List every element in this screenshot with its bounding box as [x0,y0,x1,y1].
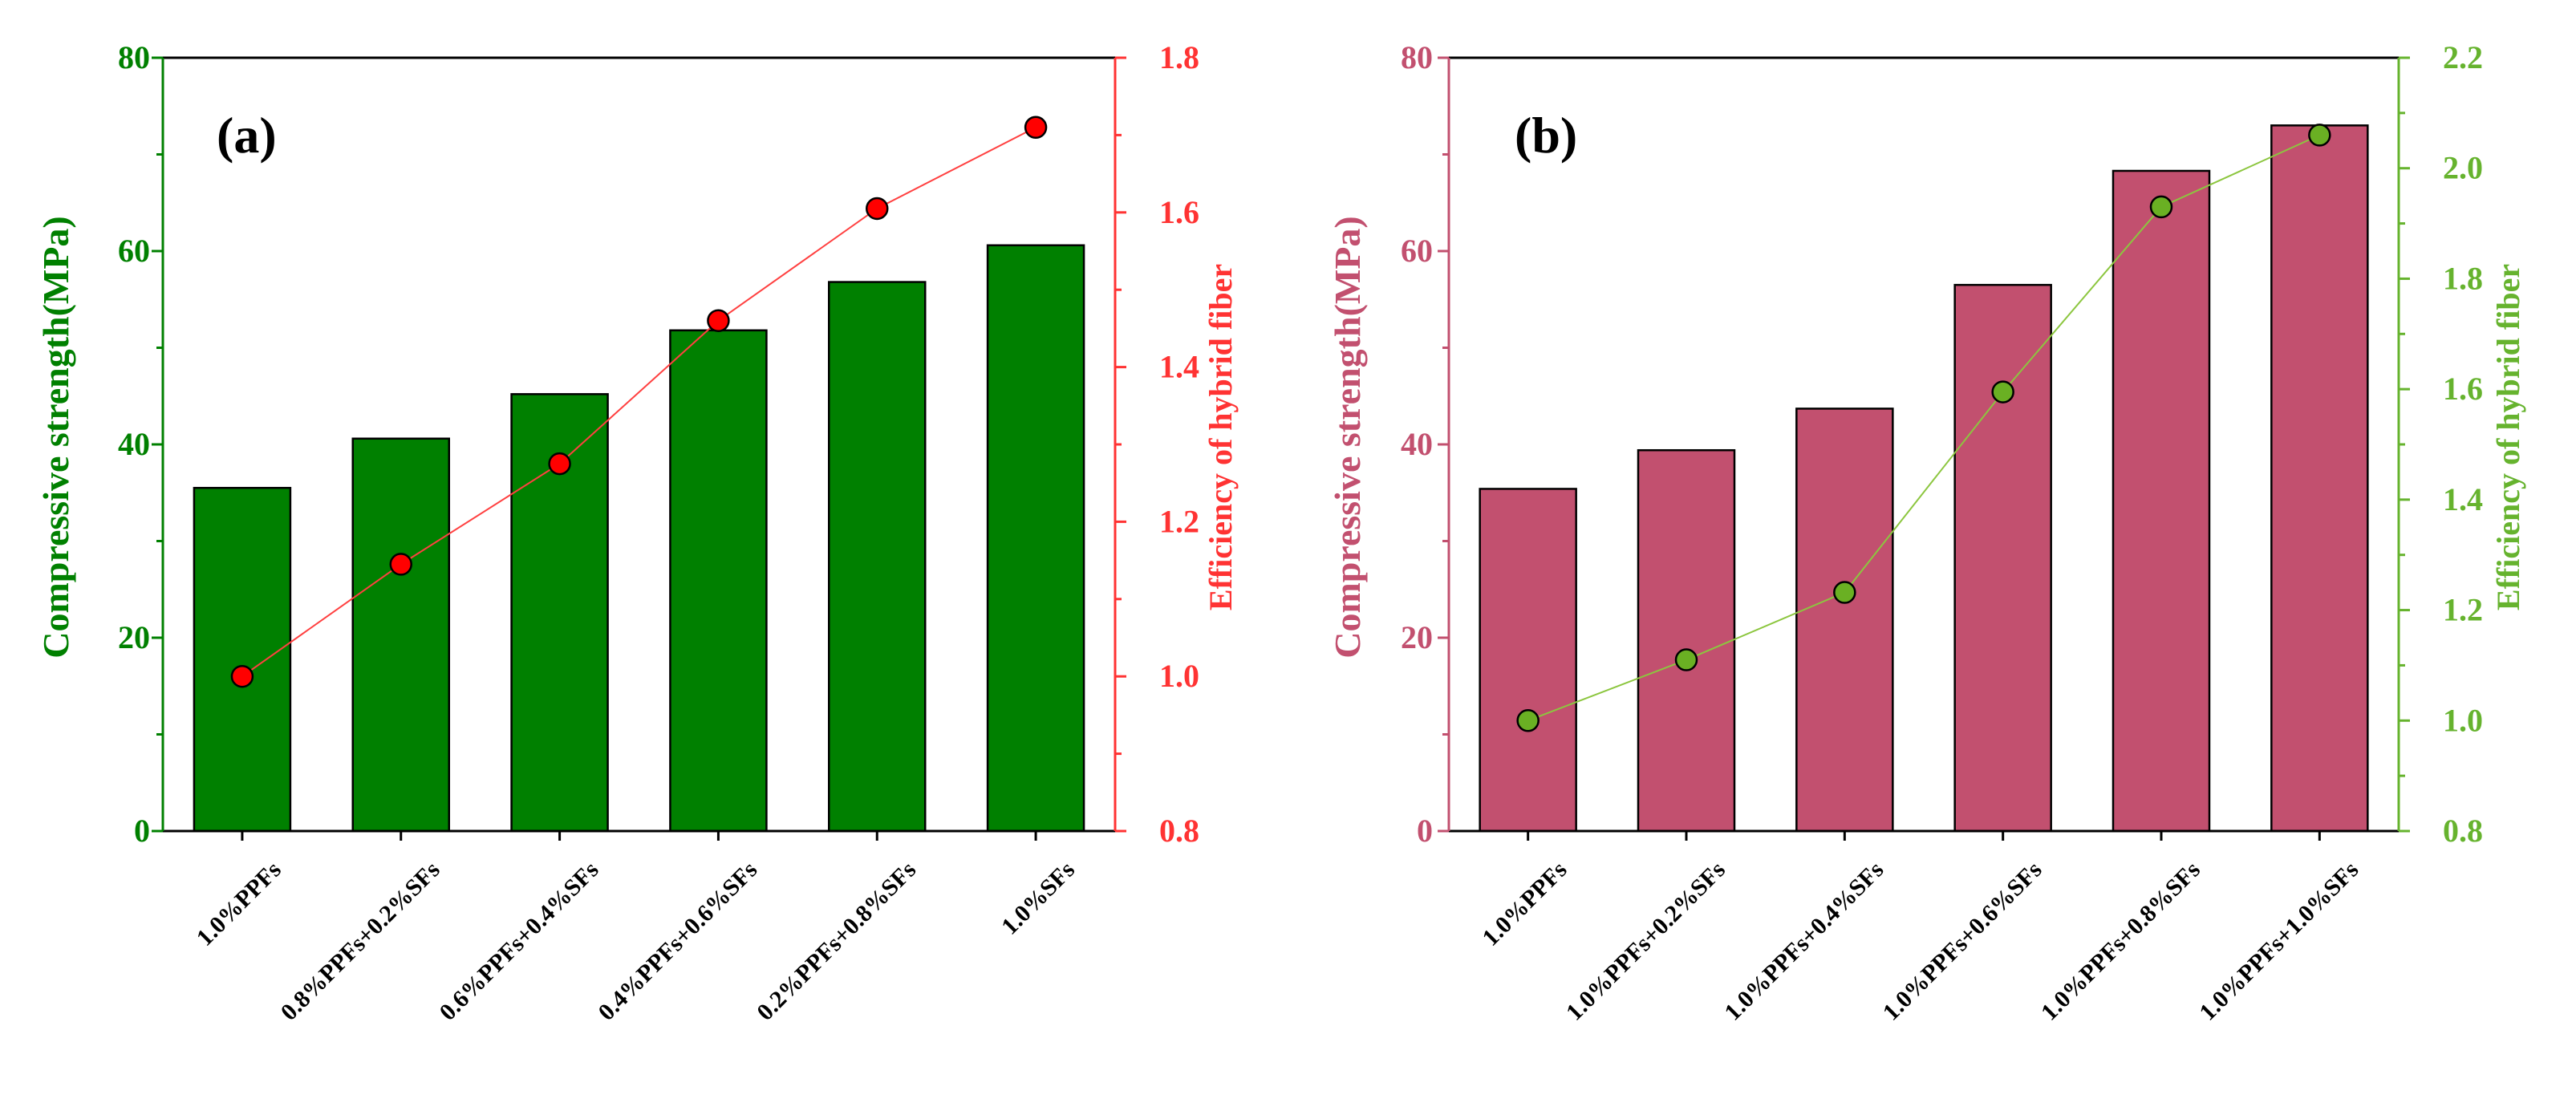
bar-5 [2112,169,2211,833]
x-tick-label: 1.0%PPFs [192,857,286,951]
y-tick-label: 80 [118,39,150,75]
efficiency-point-3 [548,452,571,476]
bar-4 [1953,283,2052,833]
y2-tick-label: 1.6 [2443,371,2483,407]
efficiency-point-5 [866,197,889,221]
y2-axis-title: Efficiency of hybrid fiber [1203,264,1239,610]
efficiency-point-6 [1024,116,1048,140]
y2-tick-label: 1.2 [1159,503,1199,539]
efficiency-point-6 [2308,124,2331,147]
y-tick-label: 80 [1401,39,1433,75]
x-tick-label: 0.4%PPFs+0.6%SFs [593,857,762,1026]
efficiency-point-1 [1516,709,1540,732]
y-axis-title: Compressive strength(MPa) [35,216,76,658]
y2-axis-title: Efficiency of hybrid fiber [2490,264,2526,610]
y-tick-label: 0 [134,813,150,849]
x-tick-label: 0.8%PPFs+0.2%SFs [276,857,445,1026]
bar-5 [828,281,927,833]
y2-tick-label: 2.2 [2443,39,2483,75]
x-tick-label: 1.0%PPFs+1.0%SFs [2194,857,2363,1026]
x-tick-label: 1.0%PPFs+0.6%SFs [1878,857,2047,1026]
efficiency-line [1527,134,2320,722]
chart-panel-b: 0 20 40 60 80 0.8 1.0 1.2 1.4 1.6 1.8 2.0 2.2 1.0%PPF… [1327,39,2526,1026]
y-tick-label: 40 [1401,426,1433,462]
bar-4 [669,329,768,833]
x-tick-label: 1.0%PPFs+0.2%SFs [1561,857,1730,1026]
y-tick-label: 60 [118,233,150,269]
x-tick-label: 1.0%SFs [996,857,1080,940]
x-tick-label: 0.2%PPFs+0.8%SFs [752,857,921,1026]
y2-tick-label: 1.8 [2443,260,2483,296]
y-tick-label: 60 [1401,233,1433,269]
efficiency-point-2 [389,553,412,576]
efficiency-point-1 [230,664,254,688]
x-tick-label: 1.0%PPFs+0.8%SFs [2036,857,2205,1026]
efficiency-line [241,126,1036,678]
y2-tick-label: 0.8 [2443,813,2483,849]
efficiency-point-4 [1991,380,2014,403]
efficiency-point-5 [2149,195,2173,219]
y2-tick-label: 1.0 [1159,658,1199,694]
x-tick-label: 1.0%PPFs [1477,857,1572,951]
y-tick-label: 20 [1401,619,1433,655]
bar-2 [1637,448,1736,833]
y-tick-label: 20 [118,619,150,655]
bar-1 [193,486,292,833]
y2-tick-label: 1.4 [2443,481,2483,517]
y2-tick-label: 1.4 [1159,349,1199,385]
bar-1 [1479,488,1577,833]
panel-label: (a) [217,107,277,164]
x-tick-label: 0.6%PPFs+0.4%SFs [435,857,604,1026]
y2-tick-label: 1.8 [1159,39,1199,75]
chart-panel-a: 0 20 40 60 80 0.8 1.0 1.2 1.4 1.6 1.8 1.0%PPFs0.8%P… [35,39,1239,1026]
bar-6 [2270,124,2369,833]
efficiency-point-2 [1674,648,1698,671]
y2-tick-label: 2.0 [2443,150,2483,186]
y2-tick-label: 1.0 [2443,702,2483,738]
y-tick-label: 40 [118,426,150,462]
efficiency-point-4 [707,309,730,333]
bar-2 [351,437,450,833]
bar-3 [1795,408,1894,833]
efficiency-point-3 [1833,581,1856,604]
y2-tick-label: 1.2 [2443,592,2483,628]
y-tick-label: 0 [1417,813,1433,849]
bar-6 [986,244,1085,833]
x-tick-label: 1.0%PPFs+0.4%SFs [1719,857,1888,1026]
y2-tick-label: 0.8 [1159,813,1199,849]
y-axis-title: Compressive strength(MPa) [1327,216,1368,658]
y2-tick-label: 1.6 [1159,194,1199,230]
panel-label: (b) [1515,107,1577,164]
